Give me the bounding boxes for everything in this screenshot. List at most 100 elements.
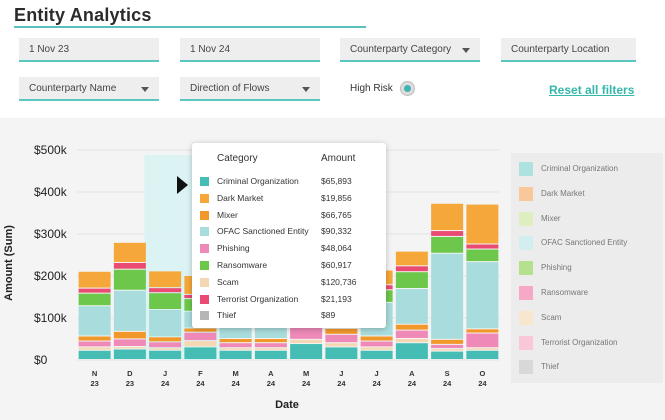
bar-segment[interactable]: [325, 343, 358, 347]
mouse-pointer-icon: [177, 176, 188, 194]
bar-segment[interactable]: [113, 331, 146, 339]
x-tick-label: 24: [478, 379, 487, 388]
bar-segment[interactable]: [325, 347, 358, 359]
bar-segment[interactable]: [184, 341, 217, 347]
high-risk-toggle[interactable]: [400, 81, 415, 96]
bar-segment[interactable]: [254, 350, 287, 359]
bar-segment[interactable]: [78, 293, 111, 306]
bar-segment[interactable]: [360, 341, 393, 347]
bar-segment[interactable]: [466, 348, 499, 350]
bar-segment[interactable]: [149, 350, 182, 359]
bar-segment[interactable]: [360, 350, 393, 359]
bar-segment[interactable]: [395, 324, 428, 330]
bar-segment[interactable]: [219, 343, 252, 348]
bar-segment[interactable]: [149, 271, 182, 288]
bar-segment[interactable]: [149, 293, 182, 310]
bar-segment[interactable]: [466, 262, 499, 329]
bar-segment[interactable]: [431, 339, 464, 344]
bar-segment[interactable]: [431, 349, 464, 351]
counterparty-location-dropdown[interactable]: Counterparty Location: [501, 38, 636, 62]
bar-segment[interactable]: [395, 272, 428, 289]
bar-segment[interactable]: [78, 350, 111, 359]
bar-segment[interactable]: [466, 204, 499, 244]
bar-segment[interactable]: [113, 290, 146, 331]
bar-segment[interactable]: [466, 350, 499, 359]
bar-segment[interactable]: [431, 231, 464, 236]
tooltip-swatch: [200, 210, 209, 220]
bar-segment[interactable]: [149, 342, 182, 348]
bar-segment[interactable]: [113, 242, 146, 262]
bar-segment[interactable]: [113, 339, 146, 346]
bar-segment[interactable]: [325, 328, 358, 334]
bar-segment[interactable]: [431, 236, 464, 253]
bar-segment[interactable]: [78, 288, 111, 293]
bar-segment[interactable]: [431, 351, 464, 359]
bar-segment[interactable]: [395, 339, 428, 343]
bar-segment[interactable]: [431, 253, 464, 339]
bar-segment[interactable]: [113, 349, 146, 360]
bar-segment[interactable]: [290, 339, 323, 344]
bar-segment[interactable]: [113, 262, 146, 269]
bar-segment[interactable]: [149, 310, 182, 337]
bar-segment[interactable]: [395, 289, 428, 324]
x-tick-label: 24: [196, 379, 205, 388]
tooltip-amount: $90,332: [321, 226, 352, 237]
bar-segment[interactable]: [466, 329, 499, 333]
bar-segment[interactable]: [254, 348, 287, 350]
counterparty-category-dropdown[interactable]: Counterparty Category: [340, 38, 480, 62]
x-tick-label: S: [445, 369, 450, 378]
start-date-field[interactable]: 1 Nov 23: [19, 38, 159, 62]
bar-segment[interactable]: [466, 249, 499, 262]
bar-segment[interactable]: [219, 348, 252, 350]
bar-segment[interactable]: [466, 244, 499, 249]
bar-segment[interactable]: [184, 347, 217, 359]
x-tick-label: J: [163, 369, 167, 378]
bar-segment[interactable]: [360, 347, 393, 350]
bar-segment[interactable]: [149, 337, 182, 342]
bar-segment[interactable]: [395, 343, 428, 359]
bar-segment[interactable]: [431, 203, 464, 231]
direction-of-flows-dropdown[interactable]: Direction of Flows: [180, 77, 320, 101]
bar-segment[interactable]: [78, 306, 111, 336]
bar-segment[interactable]: [219, 339, 252, 343]
legend-swatch: [519, 310, 533, 325]
bar-segment[interactable]: [395, 266, 428, 272]
bar-segment[interactable]: [395, 251, 428, 266]
counterparty-name-dropdown[interactable]: Counterparty Name: [19, 77, 159, 101]
tooltip-swatch: [200, 277, 209, 287]
direction-of-flows-label: Direction of Flows: [190, 83, 270, 94]
bar-segment[interactable]: [78, 336, 111, 341]
bar-segment[interactable]: [113, 346, 146, 349]
bar-segment[interactable]: [184, 332, 217, 341]
tooltip-category: Thief: [217, 310, 236, 321]
tooltip-amount: $120,736: [321, 276, 357, 287]
x-tick-label: J: [375, 369, 379, 378]
bar-segment[interactable]: [290, 327, 323, 339]
bar-segment[interactable]: [184, 328, 217, 332]
counterparty-category-label: Counterparty Category: [350, 44, 452, 55]
bar-segment[interactable]: [431, 344, 464, 349]
x-tick-label: 24: [337, 379, 346, 388]
tooltip-swatch: [200, 294, 209, 304]
bar-segment[interactable]: [254, 343, 287, 348]
bar-segment[interactable]: [149, 348, 182, 350]
tooltip-row: Thief $89: [200, 310, 380, 322]
end-date-field[interactable]: 1 Nov 24: [180, 38, 320, 62]
bar-segment[interactable]: [78, 341, 111, 347]
legend-label: Ransomware: [541, 288, 589, 297]
bar-segment[interactable]: [78, 271, 111, 288]
bar-segment[interactable]: [290, 344, 323, 359]
bar-segment[interactable]: [466, 333, 499, 348]
y-tick-label: $0: [34, 353, 48, 367]
bar-segment[interactable]: [113, 269, 146, 290]
bar-segment[interactable]: [360, 336, 393, 341]
bar-segment[interactable]: [149, 288, 182, 293]
bar-segment[interactable]: [325, 334, 358, 343]
bar-segment[interactable]: [395, 330, 428, 338]
bar-segment[interactable]: [219, 350, 252, 359]
bar-segment[interactable]: [78, 347, 111, 350]
bar-segment[interactable]: [254, 339, 287, 343]
reset-filters-link[interactable]: Reset all filters: [549, 83, 635, 97]
legend-label: Dark Market: [541, 188, 585, 198]
x-tick-label: J: [339, 369, 343, 378]
